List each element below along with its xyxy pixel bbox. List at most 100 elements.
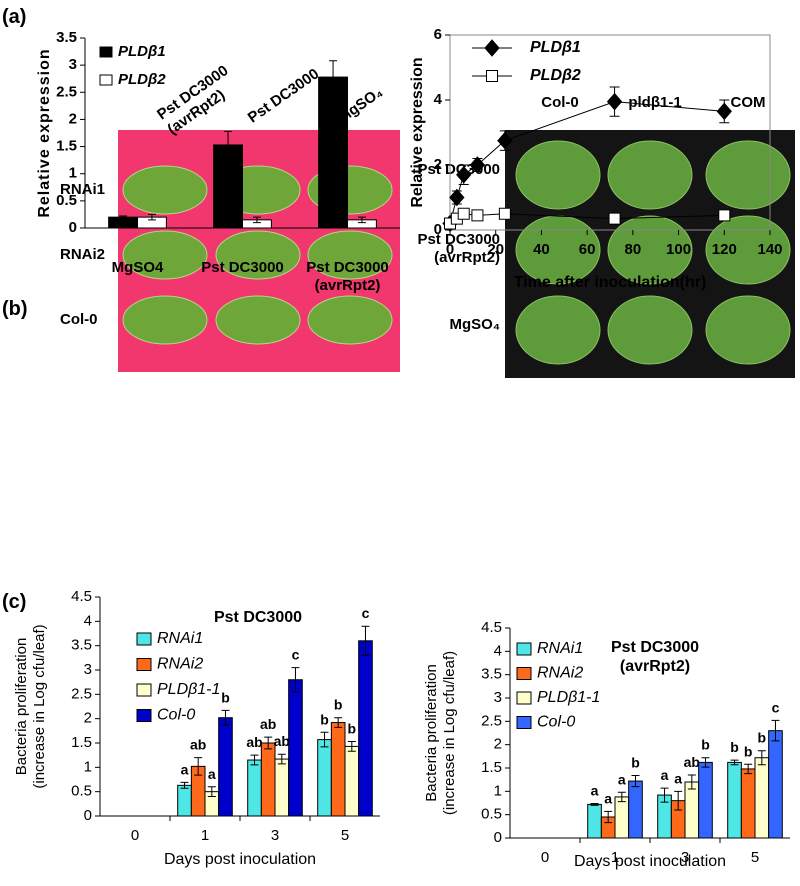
text-line: b (334, 696, 343, 712)
text-line: RNAi2 (537, 665, 583, 682)
chart-title: Pst DC3000 (avrRpt2) (611, 639, 699, 675)
text-line: (c) (2, 591, 26, 613)
error-bar (250, 754, 259, 766)
y-tick-label: 0.5 (56, 192, 77, 209)
column-label: Col-0 (541, 94, 579, 111)
text-line: 40 (533, 241, 550, 258)
text-line: Col-0 (60, 311, 98, 328)
leaf (215, 295, 301, 345)
significance-letter: c (292, 646, 300, 662)
bar (754, 757, 770, 839)
significance-letter: ab (684, 754, 700, 770)
text-line: Pst DC3000 (417, 231, 500, 248)
bar (288, 679, 303, 817)
x-tick-label: 40 (533, 241, 550, 258)
row-label: MgSO₄ (450, 316, 500, 333)
text-line: Col-0 (157, 707, 195, 724)
text-line: b (631, 754, 640, 770)
text-line: 140 (757, 241, 782, 258)
text-line: RNAi2 (60, 246, 105, 263)
y-tick-label: 4.5 (481, 619, 502, 636)
text-line: 3.5 (56, 29, 77, 46)
x-tick-label: 1 (611, 849, 619, 866)
x-tick-label: 3 (681, 849, 689, 866)
legend-swatch (516, 716, 532, 729)
x-tick-label: MgSO4 (112, 259, 164, 276)
x-tick-label: 80 (625, 241, 642, 258)
x-tick-label: 100 (666, 241, 691, 258)
text-line: Days post inoculation (164, 851, 316, 868)
x-axis-label: Days post inoculation (164, 851, 316, 868)
panel-label: (b) (2, 298, 28, 320)
y-tick-label: 2.5 (71, 685, 92, 702)
bar (318, 76, 348, 229)
legend-swatch (136, 709, 152, 722)
significance-letter: ab (274, 733, 290, 749)
text-line: 1 (611, 849, 619, 866)
row-label: RNAi2 (60, 246, 105, 263)
y-tick-label: 0 (494, 829, 502, 846)
marker (718, 209, 731, 222)
x-tick-label: 20 (487, 241, 504, 258)
y-tick-label: 4.5 (71, 588, 92, 605)
error-bar (119, 215, 128, 219)
text-line: 0.5 (71, 783, 92, 800)
significance-letter: a (591, 782, 599, 798)
y-tick-label: 4 (494, 642, 502, 659)
text-line: ab (274, 733, 290, 749)
y-axis-label: Bacteria proliferation(increase in Log c… (423, 651, 458, 815)
text-line: 4 (434, 91, 443, 108)
text-line: a (674, 770, 682, 786)
text-line: PLDβ2 (530, 67, 581, 84)
error-bar (147, 213, 156, 221)
text-line: 3 (271, 827, 279, 844)
y-tick-label: 4 (434, 91, 443, 108)
y-tick-label: 3 (69, 56, 77, 73)
significance-letter: a (618, 771, 626, 787)
leaf (705, 215, 791, 285)
y-tick-label: 1 (494, 782, 502, 799)
marker (716, 102, 732, 121)
text-line: a (181, 761, 189, 777)
text-line: 100 (666, 241, 691, 258)
error-bar (730, 759, 739, 766)
x-tick-label: 120 (712, 241, 737, 258)
text-line: RNAi2 (157, 656, 203, 673)
legend-swatch (136, 658, 152, 671)
marker (469, 156, 486, 174)
text-line: 1 (69, 165, 77, 182)
text-line: Relative expression (36, 48, 53, 217)
text-line: 1.5 (71, 734, 92, 751)
panel-label: (a) (2, 6, 26, 28)
legend-label: RNAi2 (157, 656, 203, 673)
text-line: (increase in Log cfu/leaf) (441, 651, 458, 815)
text-line: 0 (69, 219, 77, 236)
error-bar (674, 790, 683, 811)
legend-swatch (516, 642, 532, 656)
text-line: b (701, 736, 710, 752)
significance-letter: b (320, 711, 329, 727)
text-line: Col-0 (537, 714, 575, 731)
legend-swatch (99, 46, 113, 58)
text-line: Bacteria proliferation (13, 638, 30, 776)
text-line: RNAi1 (157, 630, 203, 647)
row-label: Pst DC3000 (avrRpt2) (417, 231, 500, 266)
x-tick-label: 1 (201, 827, 209, 844)
marker (449, 188, 465, 207)
x-tick-label: 0 (541, 849, 549, 866)
legend-label: PLDβ1 (118, 43, 166, 60)
y-tick-label: 3 (84, 661, 92, 678)
bar (614, 796, 630, 839)
text-line: MgSO4 (112, 259, 164, 276)
y-tick-label: 0 (69, 219, 77, 236)
significance-letter: b (730, 739, 739, 755)
y-tick-label: 2 (84, 710, 92, 727)
marker (498, 207, 511, 220)
error-bar (207, 786, 216, 798)
significance-letter: b (334, 696, 343, 712)
legend-label: RNAi2 (537, 665, 583, 682)
marker (608, 212, 621, 225)
y-tick-label: 1 (84, 758, 92, 775)
leaf (122, 295, 208, 345)
text-line: (a) (2, 6, 26, 28)
